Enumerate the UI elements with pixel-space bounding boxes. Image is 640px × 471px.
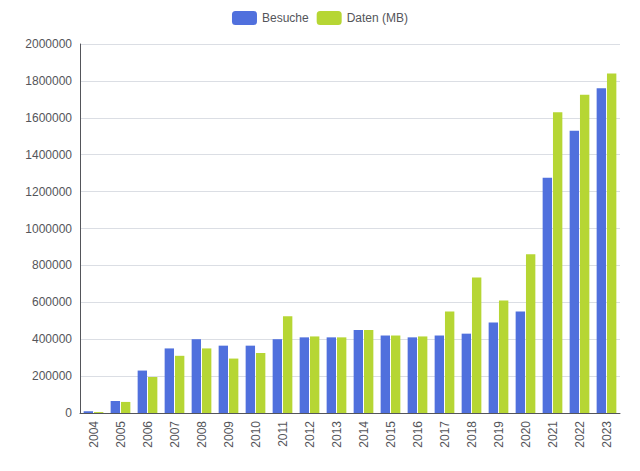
svg-text:2009: 2009 [222,421,236,448]
svg-text:Besuche: Besuche [262,11,309,25]
svg-text:2005: 2005 [114,421,128,448]
svg-text:2021: 2021 [546,421,560,448]
svg-text:600000: 600000 [32,295,72,309]
svg-text:0: 0 [65,406,72,420]
svg-text:2017: 2017 [438,421,452,448]
svg-text:800000: 800000 [32,258,72,272]
svg-text:1600000: 1600000 [25,111,72,125]
svg-text:1200000: 1200000 [25,185,72,199]
svg-text:2020: 2020 [519,421,533,448]
svg-text:2011: 2011 [276,421,290,447]
svg-text:200000: 200000 [32,369,72,383]
svg-text:2012: 2012 [303,421,317,448]
svg-text:2022: 2022 [573,421,587,448]
svg-text:1000000: 1000000 [25,222,72,236]
svg-text:2014: 2014 [357,421,371,448]
svg-text:2019: 2019 [492,421,506,448]
svg-text:2015: 2015 [384,421,398,448]
svg-text:2004: 2004 [87,421,101,448]
svg-text:2023: 2023 [600,421,614,448]
svg-text:400000: 400000 [32,332,72,346]
svg-text:2018: 2018 [465,421,479,448]
svg-text:2007: 2007 [168,421,182,448]
svg-text:2013: 2013 [330,421,344,448]
svg-text:1800000: 1800000 [25,74,72,88]
svg-text:2010: 2010 [249,421,263,448]
svg-text:2008: 2008 [195,421,209,448]
svg-text:Daten (MB): Daten (MB) [347,11,408,25]
svg-text:2016: 2016 [411,421,425,448]
svg-text:2006: 2006 [141,421,155,448]
svg-text:2000000: 2000000 [25,37,72,51]
svg-text:1400000: 1400000 [25,148,72,162]
